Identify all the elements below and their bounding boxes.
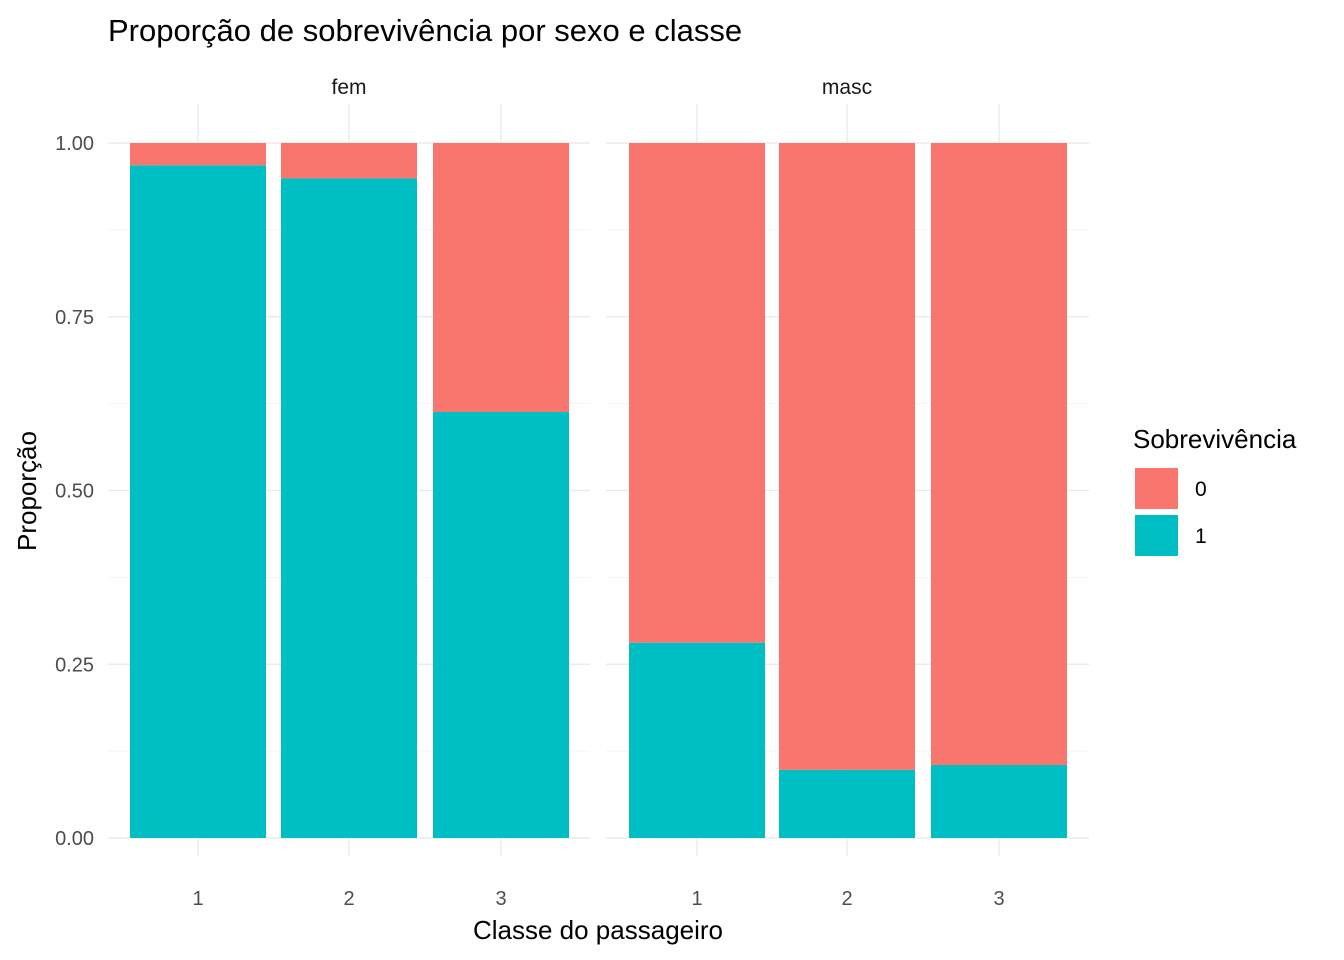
x-tick-label: 1 [192, 888, 203, 910]
x-tick-label: 2 [841, 888, 852, 910]
x-tick-label: 1 [691, 888, 702, 910]
bar-fem-class-1-survival-1 [130, 165, 266, 839]
facet-panel-masc: masc [606, 76, 1089, 856]
legend-label-0: 0 [1195, 478, 1207, 501]
y-tick-label: 0.00 [55, 828, 94, 850]
x-axis: 1 2 3 1 2 3 [192, 888, 1004, 910]
bar-masc-class-1-survival-1 [629, 642, 765, 838]
bar-fem-class-1-survival-0 [130, 143, 266, 166]
legend-key-1 [1135, 515, 1178, 556]
legend-key-0 [1135, 468, 1178, 509]
legend-label-1: 1 [1195, 525, 1207, 548]
legend: Sobrevivência 0 1 [1133, 424, 1297, 556]
x-tick-label: 3 [993, 888, 1004, 910]
x-tick-label: 3 [495, 888, 506, 910]
y-tick-label: 0.25 [55, 654, 94, 676]
y-axis-title: Proporção [12, 431, 42, 551]
bar-masc-class-1-survival-0 [629, 143, 765, 643]
y-tick-label: 0.75 [55, 307, 94, 329]
bar-masc-class-2-survival-0 [779, 143, 915, 770]
bar-fem-class-2-survival-1 [281, 178, 417, 838]
bar-fem-class-3-survival-1 [433, 411, 569, 838]
bar-masc-class-2-survival-1 [779, 769, 915, 838]
facet-label-fem: fem [331, 76, 366, 99]
bar-masc-class-3-survival-0 [931, 143, 1067, 766]
x-axis-title: Classe do passageiro [473, 915, 723, 945]
facet-label-masc: masc [822, 76, 872, 99]
y-axis: 0.00 0.25 0.50 0.75 1.00 [55, 133, 94, 850]
legend-title: Sobrevivência [1133, 424, 1297, 454]
chart-title: Proporção de sobrevivência por sexo e cl… [108, 13, 742, 48]
y-tick-label: 0.50 [55, 481, 94, 503]
bar-masc-class-3-survival-1 [931, 765, 1067, 838]
y-tick-label: 1.00 [55, 133, 94, 155]
x-tick-label: 2 [343, 888, 354, 910]
bar-fem-class-3-survival-0 [433, 143, 569, 412]
bar-fem-class-2-survival-0 [281, 143, 417, 179]
facet-panel-fem: fem [108, 76, 590, 856]
